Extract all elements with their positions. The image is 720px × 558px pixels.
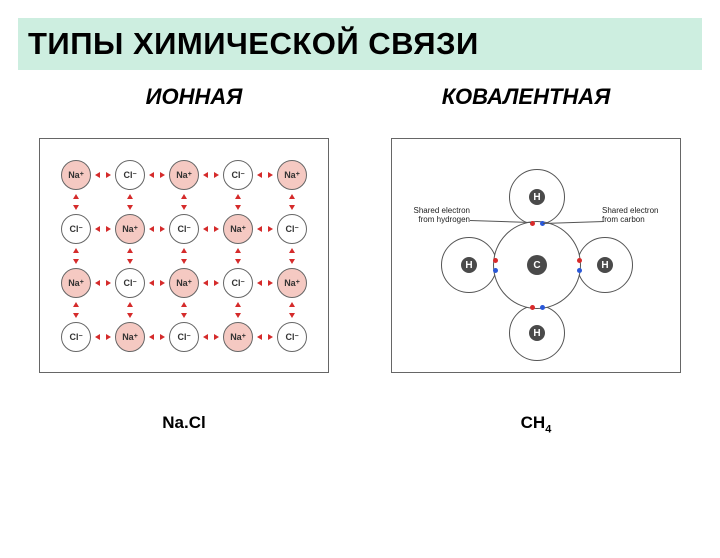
attraction-arrow <box>204 337 218 338</box>
attraction-arrow <box>130 249 131 263</box>
covalent-diagram: C H H H H Shared electron from hydrogen Shared… <box>391 138 681 373</box>
attraction-arrow <box>150 337 164 338</box>
attraction-arrow <box>258 337 272 338</box>
electron-c <box>493 268 498 273</box>
electron-h <box>577 258 582 263</box>
attraction-arrow <box>204 283 218 284</box>
label-shared-from-h: Shared electron from hydrogen <box>400 207 470 225</box>
ion-cl: Cl− <box>61 322 91 352</box>
attraction-arrow <box>238 303 239 317</box>
label-shared-from-c: Shared electron from carbon <box>602 207 672 225</box>
attraction-arrow <box>184 195 185 209</box>
ion-cl: Cl− <box>277 322 307 352</box>
nucleus-c: C <box>527 255 547 275</box>
leader-line <box>543 221 604 224</box>
ion-cl: Cl− <box>277 214 307 244</box>
ion-na: Na+ <box>169 268 199 298</box>
ion-na: Na+ <box>277 268 307 298</box>
title-bar: ТИПЫ ХИМИЧЕСКОЙ СВЯЗИ <box>18 18 702 70</box>
subtitle-ionic: ИОННАЯ <box>28 84 360 110</box>
ion-cl: Cl− <box>223 268 253 298</box>
ionic-diagram: Na+ Cl− Na+ Cl− Na+ Cl− Na+ Cl− Na+ Cl− Na+ Cl− Na+ C… <box>39 138 329 373</box>
attraction-arrow <box>96 175 110 176</box>
attraction-arrow <box>258 229 272 230</box>
ion-na: Na+ <box>115 322 145 352</box>
attraction-arrow <box>130 195 131 209</box>
attraction-arrow <box>76 195 77 209</box>
caption-ionic: Na.Cl <box>162 413 205 433</box>
attraction-arrow <box>292 249 293 263</box>
ion-na: Na+ <box>277 160 307 190</box>
attraction-arrow <box>150 229 164 230</box>
attraction-arrow <box>96 229 110 230</box>
electron-c <box>540 305 545 310</box>
attraction-arrow <box>204 175 218 176</box>
ion-na: Na+ <box>223 214 253 244</box>
caption-covalent-sub: 4 <box>545 423 551 435</box>
nucleus-h: H <box>529 189 545 205</box>
attraction-arrow <box>96 337 110 338</box>
page-title: ТИПЫ ХИМИЧЕСКОЙ СВЯЗИ <box>28 26 692 62</box>
attraction-arrow <box>292 195 293 209</box>
subtitle-covalent: КОВАЛЕНТНАЯ <box>360 84 692 110</box>
attraction-arrow <box>292 303 293 317</box>
ion-na: Na+ <box>61 160 91 190</box>
nucleus-h: H <box>529 325 545 341</box>
attraction-arrow <box>150 283 164 284</box>
electron-c <box>577 268 582 273</box>
attraction-arrow <box>130 303 131 317</box>
diagram-row: Na+ Cl− Na+ Cl− Na+ Cl− Na+ Cl− Na+ Cl− Na+ Cl− Na+ C… <box>0 138 720 435</box>
electron-h <box>530 305 535 310</box>
ion-cl: Cl− <box>169 322 199 352</box>
attraction-arrow <box>96 283 110 284</box>
attraction-arrow <box>258 283 272 284</box>
attraction-arrow <box>184 303 185 317</box>
attraction-arrow <box>184 249 185 263</box>
ion-cl: Cl− <box>169 214 199 244</box>
ion-cl: Cl− <box>61 214 91 244</box>
attraction-arrow <box>258 175 272 176</box>
caption-covalent: CH4 <box>521 413 552 435</box>
ion-cl: Cl− <box>115 268 145 298</box>
attraction-arrow <box>76 303 77 317</box>
attraction-arrow <box>238 195 239 209</box>
ion-na: Na+ <box>115 214 145 244</box>
panel-covalent: CHHHHShared electron from hydrogenShared… <box>380 138 692 435</box>
ion-na: Na+ <box>223 322 253 352</box>
attraction-arrow <box>76 249 77 263</box>
ion-na: Na+ <box>61 268 91 298</box>
caption-covalent-base: CH <box>521 413 546 432</box>
nucleus-h: H <box>597 257 613 273</box>
attraction-arrow <box>150 175 164 176</box>
attraction-arrow <box>238 249 239 263</box>
ion-cl: Cl− <box>115 160 145 190</box>
subtitle-row: ИОННАЯ КОВАЛЕНТНАЯ <box>0 84 720 110</box>
ion-cl: Cl− <box>223 160 253 190</box>
ion-na: Na+ <box>169 160 199 190</box>
electron-h <box>493 258 498 263</box>
panel-ionic: Na+ Cl− Na+ Cl− Na+ Cl− Na+ Cl− Na+ Cl− Na+ Cl− Na+ C… <box>28 138 340 435</box>
attraction-arrow <box>204 229 218 230</box>
nucleus-h: H <box>461 257 477 273</box>
